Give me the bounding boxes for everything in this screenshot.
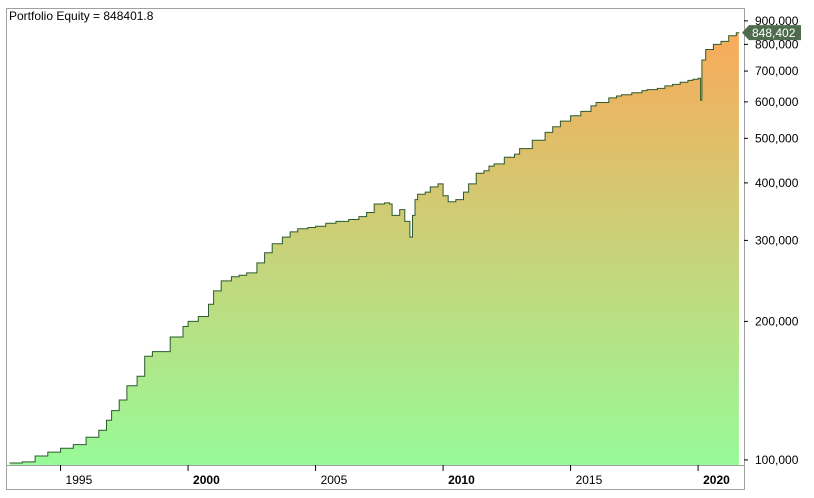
last-value-badge: 848,402 bbox=[742, 25, 801, 41]
y-tick-label: 100,000 bbox=[755, 453, 799, 467]
last-value-label: 848,402 bbox=[752, 26, 796, 40]
y-tick-label: 200,000 bbox=[755, 314, 799, 328]
y-tick-label: 700,000 bbox=[755, 64, 799, 78]
x-tick-label: 2020 bbox=[703, 473, 730, 487]
x-tick-label: 2000 bbox=[193, 473, 220, 487]
x-tick-label: 2010 bbox=[448, 473, 475, 487]
y-tick-label: 900,000 bbox=[755, 14, 799, 28]
x-tick-label: 1995 bbox=[66, 473, 93, 487]
x-tick-label: 2005 bbox=[321, 473, 348, 487]
y-tick-label: 400,000 bbox=[755, 176, 799, 190]
chart-title: Portfolio Equity = 848401.8 bbox=[9, 9, 154, 23]
x-axis-frame bbox=[6, 465, 745, 490]
x-tick-label: 2015 bbox=[576, 473, 603, 487]
y-tick-label: 800,000 bbox=[755, 37, 799, 51]
y-axis-ticks: 100,000 200,000 300,000 400,000 500,000 600,0… bbox=[744, 14, 799, 467]
equity-area-fill bbox=[9, 32, 739, 466]
equity-line bbox=[9, 32, 740, 464]
y-tick-label: 500,000 bbox=[755, 131, 799, 145]
last-value-badge-shape bbox=[742, 25, 801, 41]
y-tick-label: 300,000 bbox=[755, 233, 799, 247]
x-axis-ticks: 1995 2000 2005 2010 2015 2020 bbox=[60, 465, 730, 487]
y-tick-label: 600,000 bbox=[755, 95, 799, 109]
